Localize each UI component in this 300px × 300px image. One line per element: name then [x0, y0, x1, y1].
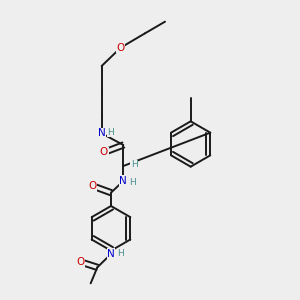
Text: O: O	[116, 43, 125, 53]
Text: H: H	[130, 160, 137, 169]
Text: O: O	[100, 147, 108, 157]
Text: O: O	[88, 181, 97, 191]
Text: N: N	[107, 249, 115, 259]
Text: N: N	[98, 128, 106, 138]
Text: H: H	[108, 128, 114, 136]
Text: H: H	[129, 178, 136, 187]
Text: H: H	[117, 250, 124, 259]
Text: O: O	[76, 257, 85, 267]
Text: N: N	[119, 176, 127, 186]
